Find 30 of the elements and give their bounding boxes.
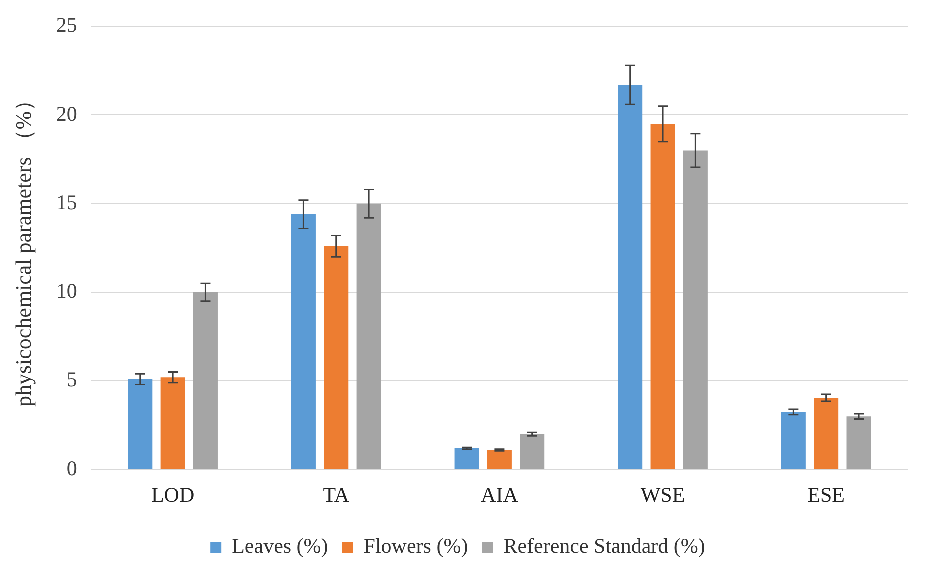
bar: [291, 214, 316, 470]
legend-label: Reference Standard (%): [504, 534, 706, 558]
legend-label: Leaves (%): [232, 534, 328, 558]
bar: [160, 378, 186, 470]
bar: [650, 124, 676, 470]
bar: [520, 434, 545, 470]
bar: [356, 204, 382, 470]
y-tick-label: 20: [56, 102, 78, 126]
bar: [814, 398, 839, 470]
bar: [487, 450, 512, 470]
y-tick-label: 0: [66, 456, 78, 480]
x-tick-label: TA: [323, 482, 350, 507]
y-axis-title: physicochemical parameters （%）: [10, 89, 36, 408]
bar: [454, 448, 480, 470]
y-tick-label: 10: [56, 279, 78, 304]
bar: [781, 412, 806, 470]
bar: [128, 379, 153, 470]
bar: [324, 246, 349, 470]
y-tick-label: 15: [56, 190, 78, 214]
bar: [193, 292, 218, 470]
y-tick-label: 5: [66, 368, 78, 392]
bar: [683, 150, 708, 470]
x-tick-label: AIA: [481, 482, 520, 507]
x-tick-label: LOD: [151, 482, 195, 507]
x-tick-label: WSE: [640, 482, 686, 507]
y-tick-label: 25: [56, 13, 78, 38]
legend-label: Flowers (%): [364, 534, 468, 558]
bar: [846, 416, 872, 470]
bar: [618, 85, 643, 470]
x-tick-label: ESE: [808, 482, 846, 507]
